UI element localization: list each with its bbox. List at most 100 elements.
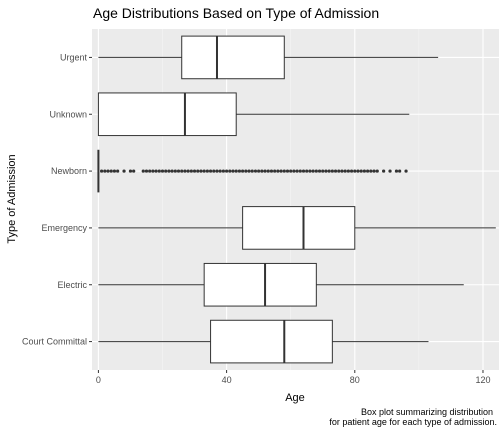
outlier-point: [292, 169, 296, 173]
outlier-point: [372, 169, 376, 173]
box-court-committal: [98, 319, 429, 364]
box-unknown: [97, 92, 410, 137]
outlier-point: [228, 169, 232, 173]
box-urgent: [98, 35, 439, 80]
outlier-point: [314, 169, 318, 173]
outlier-point: [180, 169, 184, 173]
outlier-point: [260, 169, 264, 173]
x-tick-label: 80: [350, 375, 360, 385]
outlier-point: [231, 169, 235, 173]
outlier-point: [247, 169, 251, 173]
y-tick-label: Emergency: [41, 223, 87, 233]
outlier-point: [144, 169, 149, 173]
outlier-point: [273, 169, 277, 173]
outlier-point: [359, 169, 363, 173]
outlier-point: [394, 169, 399, 173]
outlier-point: [112, 169, 117, 173]
outlier-point: [154, 169, 158, 173]
x-tick-label: 40: [222, 375, 232, 385]
outlier-point: [192, 169, 197, 173]
outlier-point: [301, 169, 306, 173]
outlier-point: [212, 169, 216, 173]
x-axis-title: Age: [285, 392, 305, 404]
outlier-point: [382, 169, 386, 173]
outlier-point: [183, 169, 187, 173]
box-iqr: [181, 35, 285, 80]
outlier-point: [282, 169, 286, 173]
outlier-point: [157, 169, 161, 173]
outlier-point: [327, 169, 331, 173]
outlier-point: [148, 169, 152, 173]
outlier-point: [132, 169, 136, 173]
outlier-point: [141, 169, 145, 173]
outlier-point: [356, 169, 360, 173]
outlier-point: [241, 169, 245, 173]
outlier-point: [189, 169, 193, 173]
y-tick-label: Newborn: [51, 166, 87, 176]
outlier-point: [199, 169, 203, 173]
axes-layer: Urgent Unknown Newborn Emergency Electric Cou…: [22, 52, 491, 385]
outlier-point: [324, 169, 328, 173]
outlier-point: [176, 169, 181, 173]
outlier-point: [221, 169, 225, 173]
outlier-point: [269, 169, 274, 173]
outlier-point: [266, 169, 270, 173]
outlier-point: [321, 169, 325, 173]
outlier-point: [343, 169, 347, 173]
box-iqr: [242, 206, 356, 250]
outlier-point: [170, 169, 174, 173]
outlier-point: [160, 169, 165, 173]
outlier-point: [196, 169, 200, 173]
outlier-point: [257, 169, 261, 173]
caption-line-1: Box plot summarizing distribution: [361, 407, 493, 417]
outlier-point: [106, 169, 110, 173]
outlier-point: [103, 169, 107, 173]
outlier-point: [186, 169, 190, 173]
y-axis-title: Type of Admission: [6, 154, 18, 243]
outlier-point: [298, 169, 302, 173]
outlier-point: [308, 169, 312, 173]
y-tick-label: Court Committal: [22, 337, 87, 347]
outlier-point: [234, 169, 238, 173]
outlier-point: [202, 169, 206, 173]
outlier-point: [167, 169, 171, 173]
outlier-point: [263, 169, 267, 173]
outlier-point: [305, 169, 309, 173]
outlier-point: [404, 169, 408, 173]
y-tick-label: Unknown: [49, 109, 87, 119]
outlier-point: [362, 169, 367, 173]
outlier-point: [122, 169, 126, 173]
box-newborn: [97, 149, 408, 193]
box-iqr: [210, 319, 333, 364]
outlier-point: [295, 169, 299, 173]
box-iqr: [97, 92, 237, 137]
outlier-point: [218, 169, 222, 173]
outlier-point: [349, 169, 354, 173]
outlier-point: [369, 169, 373, 173]
outlier-point: [164, 169, 168, 173]
outlier-point: [279, 169, 283, 173]
x-tick-label: 120: [475, 375, 490, 385]
plot-panel: [92, 29, 499, 370]
caption-line-2: for patient age for each type of admissi…: [329, 417, 497, 427]
outlier-point: [353, 169, 357, 173]
outlier-point: [173, 169, 177, 173]
outlier-point: [100, 169, 104, 173]
boxes-layer: [97, 35, 496, 364]
outlier-point: [208, 169, 213, 173]
outlier-point: [151, 169, 155, 173]
outlier-point: [330, 169, 334, 173]
outlier-point: [398, 169, 402, 173]
outlier-point: [237, 169, 242, 173]
outlier-point: [215, 169, 219, 173]
y-tick-label: Electric: [57, 280, 87, 290]
outlier-point: [366, 169, 370, 173]
outlier-point: [109, 169, 113, 173]
outlier-point: [333, 169, 338, 173]
outlier-point: [276, 169, 280, 173]
outlier-point: [337, 169, 341, 173]
box-emergency: [98, 206, 496, 250]
outlier-point: [317, 169, 322, 173]
outlier-point: [289, 169, 293, 173]
